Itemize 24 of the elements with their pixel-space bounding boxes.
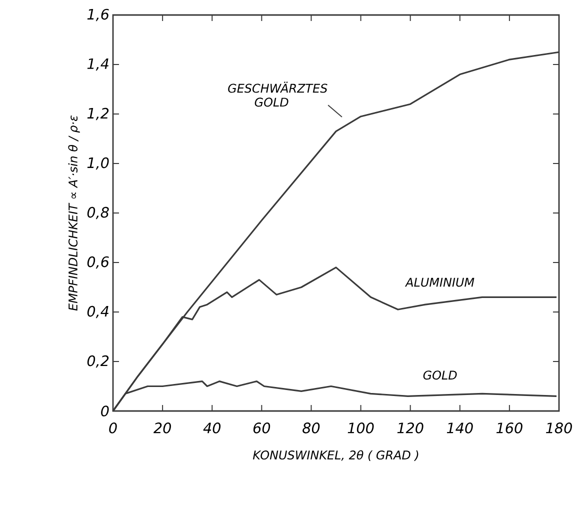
x-tick-label: 0 xyxy=(109,422,117,434)
y-tick-label: 1,0 xyxy=(87,157,109,170)
x-tick-label: 120 xyxy=(397,422,424,434)
x-axis-title: KONUSWINKEL, 2θ ( GRAD ) xyxy=(252,450,418,461)
y-tick-label: 0 xyxy=(101,406,109,416)
x-tick-label: 60 xyxy=(253,422,270,434)
x-tick-label: 180 xyxy=(546,422,572,434)
x-tick-label: 100 xyxy=(348,422,374,434)
x-tick-label: 160 xyxy=(496,422,522,434)
x-tick-label: 20 xyxy=(153,422,171,434)
x-tick-label: 140 xyxy=(446,422,473,434)
y-axis-title: EMPFINDLICHKEIT ∝ A′·sin θ / ρ·ε xyxy=(68,115,80,311)
y-tick-label: 0,2 xyxy=(87,355,109,368)
text: GESCHWÄRZTES GOLD xyxy=(228,82,328,107)
x-tick-label: 80 xyxy=(302,422,320,434)
series-label: ALUMINIUM xyxy=(404,278,474,287)
y-tick-label: 0,4 xyxy=(87,306,108,318)
x-tick-label: 40 xyxy=(203,422,221,434)
y-tick-label: 1,6 xyxy=(87,8,109,22)
y-tick-label: 1,4 xyxy=(87,58,108,71)
y-tick-label: 0,8 xyxy=(87,206,109,220)
y-tick-label: 0,6 xyxy=(87,256,109,269)
y-tick-label: 1,2 xyxy=(87,108,109,120)
series-label: GOLD xyxy=(423,370,457,380)
